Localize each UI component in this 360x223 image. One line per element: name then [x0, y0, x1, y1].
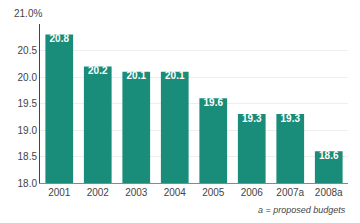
svg-text:2002: 2002 [87, 187, 110, 198]
svg-text:20.2: 20.2 [88, 65, 108, 76]
svg-text:20.1: 20.1 [127, 70, 147, 81]
svg-text:19.3: 19.3 [281, 113, 301, 124]
svg-text:19.3: 19.3 [242, 113, 262, 124]
svg-text:20.8: 20.8 [50, 33, 70, 44]
svg-text:2008a: 2008a [315, 187, 343, 198]
svg-text:20.0: 20.0 [18, 72, 38, 83]
svg-text:18.5: 18.5 [18, 151, 38, 162]
svg-text:2001: 2001 [48, 187, 71, 198]
svg-text:18.0: 18.0 [18, 178, 38, 189]
svg-text:2005: 2005 [202, 187, 225, 198]
svg-text:19.0: 19.0 [18, 125, 38, 136]
svg-text:19.6: 19.6 [204, 97, 224, 108]
svg-text:2006: 2006 [241, 187, 264, 198]
svg-text:21.0%: 21.0% [14, 8, 42, 19]
svg-text:20.5: 20.5 [18, 45, 38, 56]
svg-text:2007a: 2007a [276, 187, 304, 198]
svg-text:19.5: 19.5 [18, 98, 38, 109]
svg-text:18.6: 18.6 [319, 150, 339, 161]
svg-text:a = proposed budgets: a = proposed budgets [258, 205, 346, 215]
svg-text:20.1: 20.1 [165, 70, 185, 81]
svg-text:2004: 2004 [164, 187, 187, 198]
svg-text:2003: 2003 [125, 187, 148, 198]
